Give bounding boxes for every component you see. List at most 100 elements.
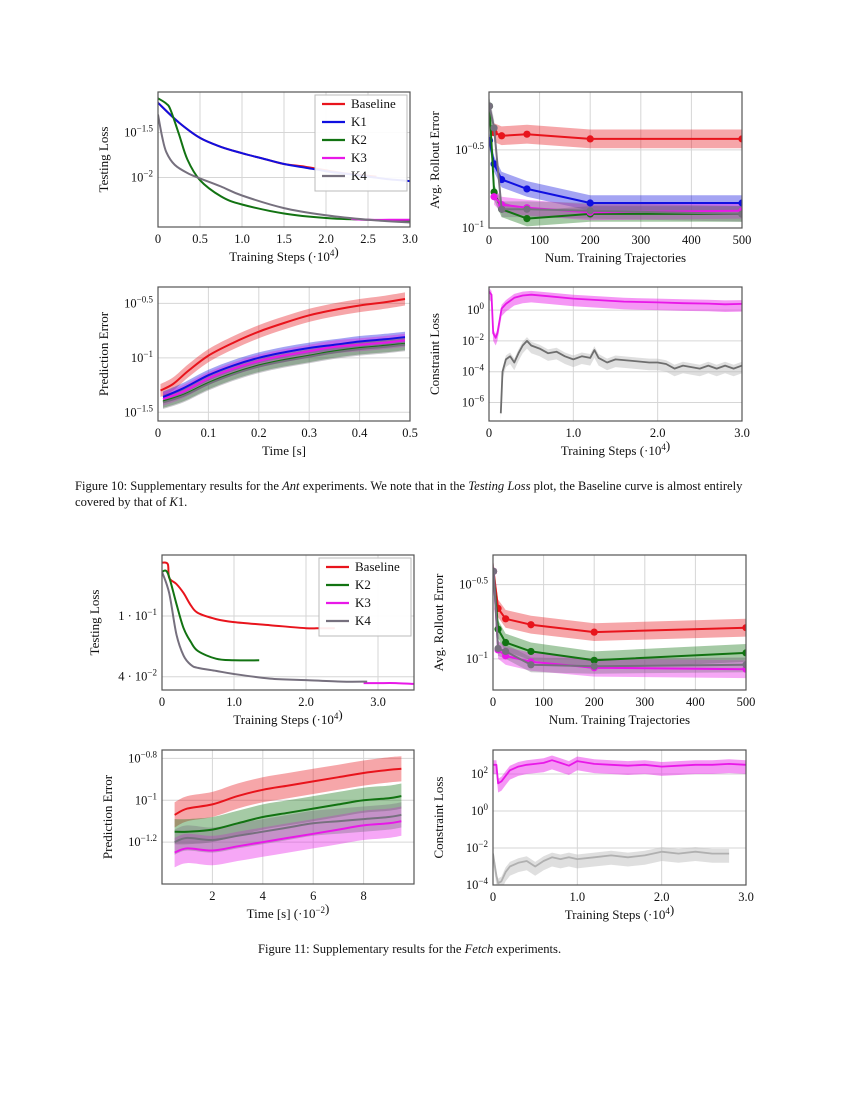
caption-italic: Fetch bbox=[464, 942, 494, 956]
data-point-baseline bbox=[586, 135, 594, 143]
y-tick-label: 10−1 bbox=[135, 791, 157, 807]
series-line-k4 bbox=[174, 813, 402, 844]
y-tick-label: 10−0.5 bbox=[459, 576, 488, 592]
plot-area bbox=[493, 562, 746, 679]
data-point-k1 bbox=[586, 199, 594, 207]
data-point-k2 bbox=[523, 215, 531, 223]
x-tick-label: 0 bbox=[486, 426, 492, 440]
y-tick-label: 10−1.5 bbox=[124, 124, 153, 140]
x-tick-label: 0.5 bbox=[192, 232, 208, 246]
legend-label-k4: K4 bbox=[355, 613, 371, 628]
y-axis-label: Constraint Loss bbox=[427, 313, 442, 395]
data-point-k2 bbox=[742, 649, 746, 657]
x-tick-label: 200 bbox=[585, 695, 604, 709]
y-tick-label: 10−1 bbox=[462, 219, 484, 235]
y-tick-label: 10−4 bbox=[462, 363, 485, 379]
caption-italic: Testing Loss bbox=[468, 479, 531, 493]
data-point-k4 bbox=[590, 662, 598, 670]
chart-fetch-testing-loss: 0 1.0 2.0 3.0 1 · 10−1 4 · 10−2 Training Steps… bbox=[87, 554, 415, 727]
x-tick-label: 3.0 bbox=[734, 426, 750, 440]
data-point-k4 bbox=[502, 647, 510, 656]
data-point-baseline bbox=[502, 615, 510, 623]
legend: Baseline K1 K2 K3 K4 bbox=[314, 94, 408, 192]
y-axis-label: Avg. Rollout Error bbox=[431, 573, 446, 671]
x-tick-label: 3.0 bbox=[738, 890, 754, 904]
x-tick-label: 0 bbox=[159, 695, 165, 709]
x-tick-label: 2.0 bbox=[318, 232, 334, 246]
plot-area bbox=[489, 287, 742, 421]
legend-box bbox=[318, 557, 412, 637]
series-line-k3 bbox=[162, 339, 406, 401]
band-k1 bbox=[489, 132, 742, 211]
x-axis-label: Time [s] (·10−2) bbox=[247, 901, 330, 921]
series-line-k2 bbox=[162, 569, 260, 662]
legend-label-k4: K4 bbox=[351, 168, 367, 183]
y-tick-label: 4 · 10−2 bbox=[118, 668, 157, 684]
x-tick-label: 1.5 bbox=[276, 232, 292, 246]
x-tick-label: 6 bbox=[310, 889, 316, 903]
x-tick-label: 3.0 bbox=[370, 695, 386, 709]
y-tick-label: 100 bbox=[467, 301, 485, 317]
series-line-k3 bbox=[174, 820, 402, 854]
caption-italic: K bbox=[169, 495, 178, 509]
x-axis-label: Num. Training Trajectories bbox=[545, 250, 686, 265]
caption-text: 1. bbox=[177, 495, 188, 509]
y-axis-label: Prediction Error bbox=[96, 311, 111, 396]
axes-frame bbox=[492, 749, 747, 886]
band-k4 bbox=[493, 847, 730, 885]
x-tick-label: 300 bbox=[635, 695, 654, 709]
series-line-k4 bbox=[493, 850, 730, 885]
y-tick-label: 1 · 10−1 bbox=[118, 607, 157, 623]
y-tick-label: 10−4 bbox=[466, 876, 489, 892]
x-tick-label: 2.0 bbox=[650, 426, 666, 440]
series-line-k1 bbox=[162, 336, 406, 398]
x-tick-label: 1.0 bbox=[570, 890, 586, 904]
x-tick-label: 500 bbox=[733, 233, 752, 247]
data-point-k4 bbox=[498, 205, 506, 213]
y-tick-label: 10−1 bbox=[131, 349, 153, 365]
axes-frame bbox=[157, 91, 411, 228]
series-line-k4 bbox=[162, 343, 406, 404]
y-tick-label: 100 bbox=[471, 802, 489, 818]
series-line-k4 bbox=[158, 114, 410, 224]
axes-frame bbox=[161, 749, 415, 885]
y-tick-label: 10−2 bbox=[462, 332, 484, 348]
y-tick-label: 10−0.5 bbox=[124, 294, 153, 310]
figure-10-caption: Figure 10: Supplementary results for the… bbox=[75, 478, 785, 510]
chart-ant-constraint-loss: 0 1.0 2.0 3.0 100 10−2 10−4 10−6 Training Steps … bbox=[427, 286, 750, 458]
y-tick-label: 10−0.8 bbox=[128, 749, 157, 765]
series-line-k4 bbox=[489, 105, 742, 215]
axes-frame bbox=[488, 286, 743, 422]
data-point-k4 bbox=[742, 661, 746, 669]
series-line-k2 bbox=[489, 106, 742, 220]
band-k4 bbox=[493, 563, 746, 674]
x-tick-label: 0 bbox=[490, 695, 496, 709]
data-point-baseline bbox=[527, 621, 535, 629]
data-point-k4 bbox=[527, 661, 535, 669]
x-tick-label: 200 bbox=[581, 233, 600, 247]
plot-area bbox=[162, 561, 414, 685]
x-tick-label: 100 bbox=[530, 233, 549, 247]
y-tick-label: 10−1.5 bbox=[124, 403, 153, 419]
band-baseline bbox=[174, 756, 402, 828]
x-tick-label: 0.1 bbox=[201, 426, 217, 440]
x-tick-label: 300 bbox=[631, 233, 650, 247]
legend-label-k2: K2 bbox=[355, 577, 371, 592]
caption-text: Figure 10: Supplementary results for the bbox=[75, 479, 283, 493]
x-tick-label: 3.0 bbox=[402, 232, 418, 246]
band-k3 bbox=[489, 287, 742, 346]
series-line-k4 bbox=[493, 571, 746, 668]
legend-label-k1: K1 bbox=[351, 114, 367, 129]
series-line-k4 bbox=[162, 571, 368, 683]
series-line-k2 bbox=[174, 795, 402, 833]
legend-label-k3: K3 bbox=[355, 595, 371, 610]
x-tick-label: 2 bbox=[209, 889, 215, 903]
data-point-k4 bbox=[493, 567, 498, 575]
chart-ant-testing-loss: 0 0.5 1.0 1.5 2.0 2.5 3.0 10−1.5 10−2 Training St… bbox=[96, 91, 418, 264]
data-point-k4 bbox=[489, 102, 494, 110]
x-tick-label: 0 bbox=[155, 232, 161, 246]
axes-frame bbox=[488, 91, 743, 229]
series-line-baseline bbox=[174, 767, 402, 816]
chart-ant-rollout-error: 0 100 200 300 400 500 10−0.5 10−1 Num. Training … bbox=[427, 91, 752, 265]
y-tick-label: 10−1.2 bbox=[128, 833, 157, 849]
